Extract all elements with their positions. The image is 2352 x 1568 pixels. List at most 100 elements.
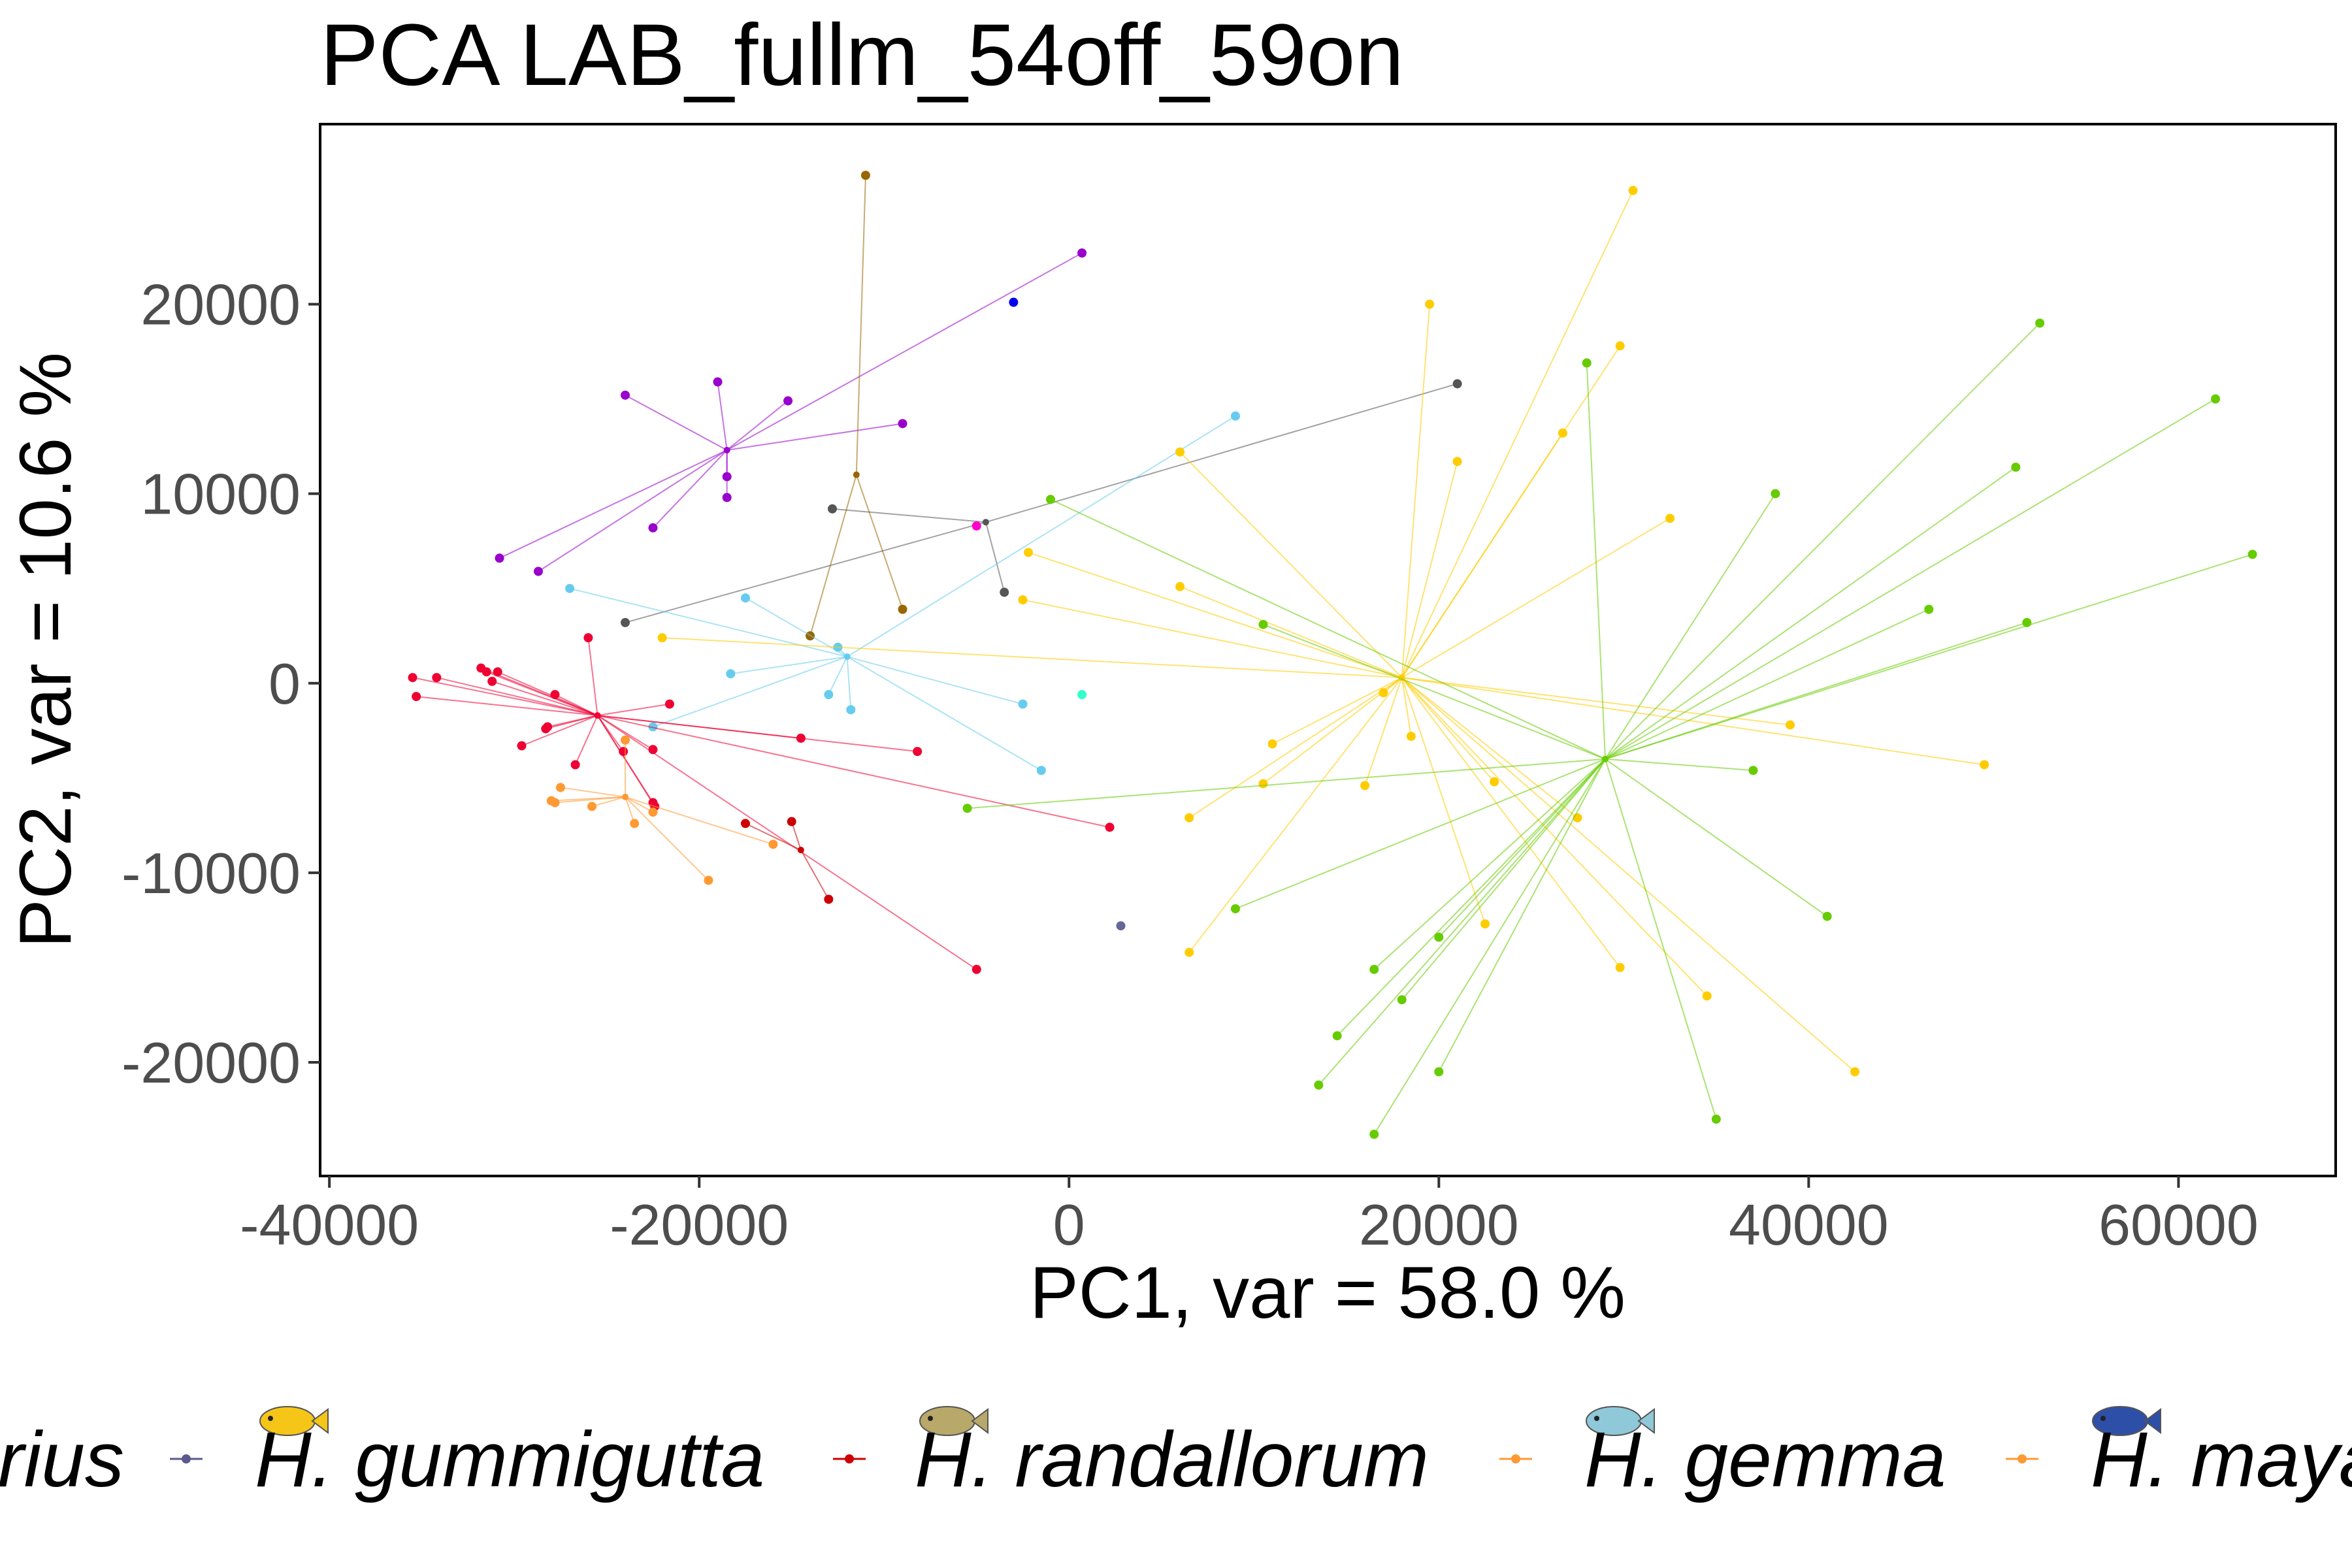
legend-key-point [1511, 1454, 1520, 1463]
spider-line [1401, 677, 1855, 1073]
data-point [726, 669, 736, 679]
legend-label: H. randallorum [915, 1416, 1429, 1503]
spider-line [596, 715, 656, 807]
legend-key-point [2017, 1454, 2027, 1463]
spider-line [653, 656, 847, 728]
spider-line [1438, 759, 1606, 1072]
spider-line [1179, 585, 1403, 678]
data-point [648, 745, 658, 755]
chart-title: PCA LAB_fullm_54off_59on [320, 7, 1404, 104]
data-point [664, 699, 674, 709]
spider-line [1605, 493, 1776, 760]
data-point [1077, 248, 1087, 258]
spider-line [828, 656, 848, 695]
legend-key-point [182, 1454, 191, 1463]
data-point [1332, 1031, 1342, 1041]
series-12 [1116, 921, 1126, 931]
data-point [1434, 1067, 1444, 1077]
data-point [620, 617, 630, 627]
data-point [583, 633, 593, 643]
series-1 [806, 171, 907, 641]
series-8 [962, 318, 2257, 1139]
spider-line [1401, 190, 1634, 678]
spider-line [727, 423, 903, 451]
spider-line [1022, 599, 1402, 679]
data-point [550, 690, 560, 700]
data-point [1018, 595, 1028, 605]
centroid-point [982, 519, 989, 526]
spider-line [800, 849, 830, 900]
data-point [1980, 760, 1989, 770]
spider-line [1401, 677, 1791, 726]
data-point [1452, 379, 1462, 389]
spider-line [1605, 398, 2216, 760]
spider-line [1373, 759, 1606, 1135]
spider-line [625, 796, 636, 824]
spider-line [1605, 758, 1754, 772]
series-5 [740, 817, 834, 904]
x-tick-label: -40000 [240, 1192, 419, 1257]
data-point [1665, 514, 1675, 523]
data-point [1615, 341, 1625, 351]
spider-line [1605, 322, 2040, 760]
spider-line [1586, 363, 1607, 759]
data-point [1077, 690, 1087, 700]
spider-line [1373, 759, 1606, 970]
spider-line [1401, 677, 1708, 997]
spider-line [412, 677, 598, 717]
data-point [630, 819, 640, 828]
spider-line [730, 656, 847, 675]
data-point [704, 875, 713, 885]
spider-line [1605, 759, 1717, 1120]
data-point [898, 419, 907, 429]
plot-panel-border [319, 123, 2337, 1177]
data-point [1023, 547, 1033, 557]
centroid-point [853, 471, 860, 478]
spider-line [625, 796, 710, 881]
centroid-point [1602, 755, 1609, 762]
spider-line [1263, 623, 1606, 760]
data-point [1258, 619, 1268, 629]
series-7 [657, 186, 1989, 1077]
spider-line [745, 597, 848, 658]
y-axis: -20000 -10000 0 10000 20000 [122, 272, 320, 1095]
data-point [827, 504, 837, 514]
olive-fish-icon [919, 1406, 988, 1436]
spider-line [547, 715, 598, 728]
x-tick-label: 40000 [1729, 1192, 1889, 1257]
data-layer [408, 171, 2257, 1139]
spider-line [985, 383, 1458, 523]
data-point [1184, 947, 1194, 957]
data-point [543, 722, 553, 732]
legend-label: rius [0, 1416, 124, 1503]
spider-line [1605, 621, 2027, 760]
y-axis-title: PC2, var = 10.6 % [5, 352, 86, 948]
centroid-point [594, 712, 601, 719]
spider-line [1401, 517, 1671, 678]
data-point [1045, 495, 1055, 504]
spider-line [416, 696, 598, 717]
spider-line [436, 677, 598, 717]
series-2 [620, 379, 1462, 627]
data-point [1822, 911, 1832, 921]
spider-line [985, 521, 1005, 593]
spider-line [521, 715, 598, 747]
spider-line [497, 671, 598, 716]
series-0 [495, 248, 1087, 576]
data-point [1628, 186, 1638, 195]
legend-label: H. maya [2091, 1416, 2352, 1503]
data-point [1702, 991, 1712, 1001]
series-11 [1077, 690, 1087, 700]
data-point [1267, 739, 1277, 749]
y-tick-label: 20000 [140, 272, 301, 337]
data-point [972, 964, 981, 974]
spider-line [1262, 677, 1403, 785]
spider-line [491, 680, 598, 717]
data-point [722, 493, 732, 502]
data-point [1036, 766, 1046, 776]
data-point [2022, 617, 2032, 627]
spider-line [847, 656, 1023, 705]
data-point [2211, 394, 2221, 404]
data-point [846, 705, 856, 715]
data-point [1582, 358, 1592, 368]
